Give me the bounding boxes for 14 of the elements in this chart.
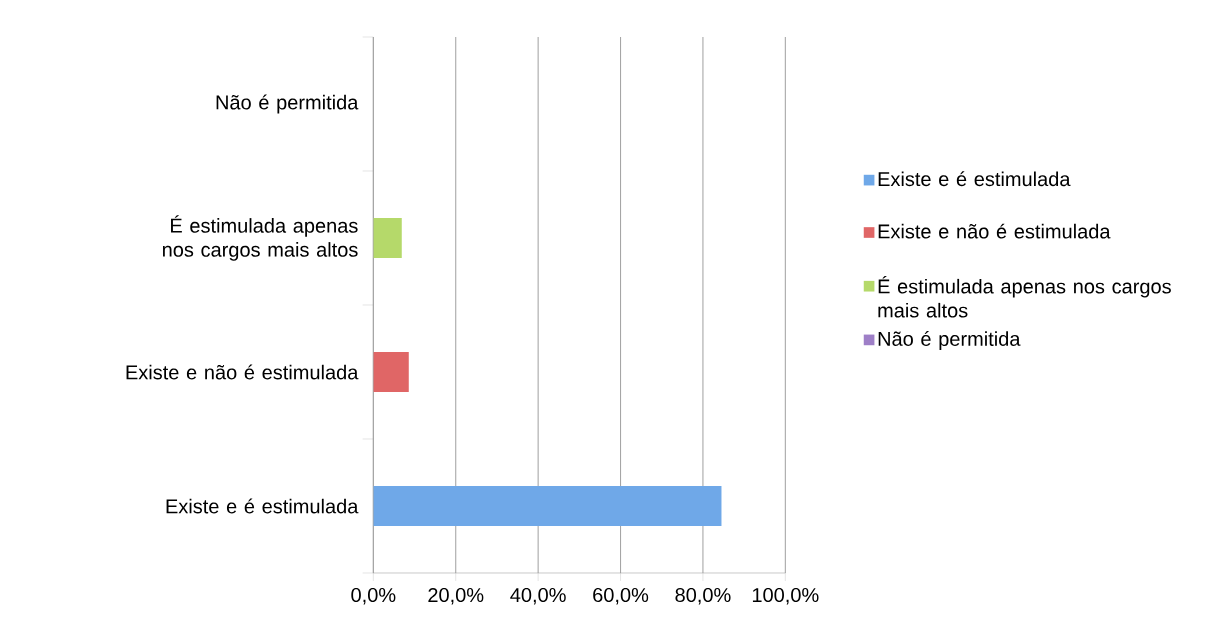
- x-tick-label: 0,0%: [351, 587, 396, 605]
- y-tick-label: É estimulada apenas nos cargos mais altos: [162, 215, 358, 261]
- legend-label: É estimulada apenas nos cargos mais altos: [878, 276, 1171, 318]
- x-tick-label: 80,0%: [675, 587, 731, 605]
- legend-label: Não é permitida: [878, 331, 1021, 350]
- y-tick-label: Existe e é estimulada: [166, 498, 359, 514]
- y-tick-label: Existe e não é estimulada: [126, 364, 359, 380]
- x-tick-label: 40,0%: [510, 587, 566, 605]
- legend-label: Existe e não é estimulada: [878, 223, 1111, 239]
- x-tick-label: 60,0%: [593, 587, 649, 605]
- x-tick-label: 20,0%: [428, 587, 484, 605]
- y-tick-label: Não é permitida: [216, 94, 359, 114]
- legend-label: Existe e é estimulada: [878, 171, 1071, 187]
- x-tick-label: 100,0%: [752, 587, 819, 605]
